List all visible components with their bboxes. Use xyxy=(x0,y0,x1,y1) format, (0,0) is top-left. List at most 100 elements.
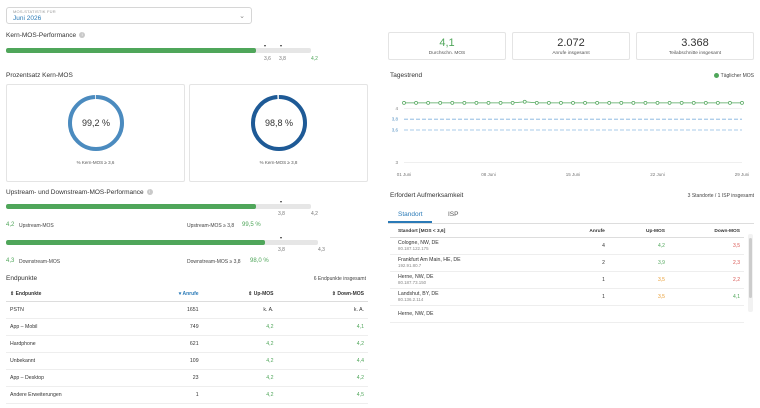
data-point xyxy=(547,101,551,105)
period-select[interactable]: MOS-STATISTIK FÜR Juni 2026 ⌄ xyxy=(6,7,252,24)
downstream-threshold-value: 98,0 % xyxy=(250,258,269,264)
data-point xyxy=(716,101,720,105)
legend-label: Täglicher MOS xyxy=(720,73,754,79)
location-cell: Frankfurt Am Main, HE, DE 192.91.80.7 xyxy=(390,254,557,272)
col-down-mos[interactable]: Down-MOS xyxy=(668,226,744,238)
sort-desc-icon: ▾ xyxy=(178,290,183,297)
pct-card-1: 99,2 % % Kern-MOS ≥ 3,6 xyxy=(6,84,185,182)
attention-tabs: Standort ISP xyxy=(388,208,754,224)
donut-label-1: % Kern-MOS ≥ 3,6 xyxy=(76,160,115,165)
core-marker-1: ▾ xyxy=(264,43,267,48)
col-location[interactable]: Standort [MOS < 3,6] xyxy=(390,226,557,238)
kpi-total-segments: 3.368 Teilabschnitte insgesamt xyxy=(636,32,754,60)
tab-underline xyxy=(388,221,432,223)
trend-legend: Täglicher MOS xyxy=(714,73,754,79)
core-tick: 3,6 xyxy=(264,56,271,62)
location-ip: 80.136.2.114 xyxy=(398,297,424,302)
location-row[interactable]: Herne, NW, DE 80.187.73.150 1 3,5 2,2 xyxy=(390,271,744,289)
endpoint-calls: 749 xyxy=(140,318,203,336)
endpoints-title: Endpunkte xyxy=(6,275,38,282)
location-row[interactable]: Landshut, BY, DE 80.136.2.114 1 3,5 4,1 xyxy=(390,288,744,306)
location-up-mos xyxy=(608,305,669,323)
endpoint-up-mos: 4,2 xyxy=(202,369,278,387)
location-down-mos: 4,1 xyxy=(668,288,744,306)
x-tick-label: 08 Juni xyxy=(481,172,496,177)
table-row[interactable]: App – Mobil 749 4,2 4,1 xyxy=(6,318,368,336)
downstream-threshold-label: Downstream-MOS ≥ 3,8 xyxy=(187,259,241,265)
col-up-mos[interactable]: ⇕ Up-MOS xyxy=(202,287,278,302)
info-icon[interactable]: i xyxy=(79,32,86,39)
core-tick: 4,2 xyxy=(311,56,318,62)
location-down-mos: 2,3 xyxy=(668,254,744,272)
location-name: Frankfurt Am Main, HE, DE xyxy=(398,257,461,263)
location-cell: Herne, NW, DE xyxy=(390,305,557,323)
location-name: Cologne, NW, DE xyxy=(398,240,439,246)
data-point xyxy=(740,101,744,105)
table-row[interactable]: PSTN 1651 k. A. k. A. xyxy=(6,301,368,319)
col-calls[interactable]: ▾ Anrufe xyxy=(140,287,203,302)
locations-scrollbar[interactable] xyxy=(748,234,753,312)
endpoint-calls: 109 xyxy=(140,352,203,370)
up-tick: 3,8 xyxy=(278,211,285,217)
pct-card-2: 98,8 % % Kern-MOS ≥ 3,8 xyxy=(189,84,368,182)
endpoint-up-mos: 4,2 xyxy=(202,335,278,353)
data-point xyxy=(655,101,660,105)
location-row[interactable]: Cologne, NW, DE 80.187.122.175 4 4,2 3,5 xyxy=(390,237,744,255)
location-up-mos: 3,9 xyxy=(608,254,669,272)
donut-chart-2: 98,8 % xyxy=(251,95,307,151)
kpi-value: 3.368 xyxy=(681,37,709,49)
table-row[interactable]: Andere Erweiterungen 1 4,2 4,5 xyxy=(6,386,368,404)
col-down-mos[interactable]: ⇕ Down-MOS xyxy=(277,287,368,302)
attention-title: Erfordert Aufmerksamkeit xyxy=(390,192,464,199)
donut-value-2: 98,8 % xyxy=(265,118,293,128)
location-ip: 80.187.73.150 xyxy=(398,280,427,285)
attention-summary: 3 Standorte / 1 ISP insgesamt xyxy=(687,193,754,199)
kpi-value: 2.072 xyxy=(557,37,585,49)
endpoint-calls: 1651 xyxy=(140,301,203,319)
data-point xyxy=(450,101,455,105)
core-tick: 3,8 xyxy=(279,56,286,62)
location-cell: Cologne, NW, DE 80.187.122.175 xyxy=(390,237,557,255)
data-point xyxy=(631,101,636,105)
endpoints-table-body: PSTN 1651 k. A. k. A. App – Mobil 749 4,2 4,1 Ha… xyxy=(6,301,368,404)
data-point xyxy=(619,101,624,105)
col-endpoints[interactable]: ⇕ Endpunkte xyxy=(6,287,140,302)
upstream-bar xyxy=(6,204,311,209)
tab-isp[interactable]: ISP xyxy=(448,211,459,218)
endpoint-name: App – Desktop xyxy=(6,369,140,387)
upstream-threshold-value: 99,5 % xyxy=(242,222,261,228)
endpoint-up-mos: k. A. xyxy=(202,301,278,319)
upstream-name: Upstream-MOS xyxy=(19,223,54,229)
legend-dot-icon xyxy=(714,73,720,79)
endpoint-up-mos: 4,2 xyxy=(202,386,278,404)
data-point xyxy=(498,101,503,105)
location-row[interactable]: Herne, NW, DE xyxy=(390,305,744,323)
endpoint-down-mos: 4,1 xyxy=(277,318,368,336)
endpoints-table: ⇕ Endpunkte ▾ Anrufe ⇕ Up-MOS ⇕ Down-MOS… xyxy=(6,287,368,404)
col-up-mos[interactable]: Up-MOS xyxy=(608,226,669,238)
scrollbar-thumb[interactable] xyxy=(749,238,752,298)
endpoint-down-mos: 4,5 xyxy=(277,386,368,404)
x-tick-label: 29 Juni xyxy=(735,172,750,177)
table-row[interactable]: Unbekannt 109 4,2 4,4 xyxy=(6,352,368,370)
endpoint-name: App – Mobil xyxy=(6,318,140,336)
location-ip: 192.91.80.7 xyxy=(398,263,422,268)
kpi-value: 4,1 xyxy=(439,37,455,49)
info-icon[interactable]: i xyxy=(146,189,153,196)
location-up-mos: 3,5 xyxy=(608,271,669,289)
endpoint-name: Unbekannt xyxy=(6,352,140,370)
table-row[interactable]: App – Desktop 23 4,2 4,2 xyxy=(6,369,368,387)
data-point xyxy=(571,101,575,105)
location-row[interactable]: Frankfurt Am Main, HE, DE 192.91.80.7 2 3,9… xyxy=(390,254,744,272)
data-point xyxy=(583,101,587,105)
location-name: Herne, NW, DE xyxy=(398,310,434,317)
donut-chart-1: 99,2 % xyxy=(68,95,124,151)
tab-standort[interactable]: Standort xyxy=(398,211,423,218)
data-point xyxy=(462,101,467,105)
table-row[interactable]: Hardphone 621 4,2 4,2 xyxy=(6,335,368,353)
data-point xyxy=(559,101,563,105)
data-point xyxy=(438,101,443,105)
location-up-mos: 4,2 xyxy=(608,237,669,255)
sort-icon: ⇕ xyxy=(331,290,338,297)
col-calls[interactable]: Anrufe xyxy=(556,226,609,238)
